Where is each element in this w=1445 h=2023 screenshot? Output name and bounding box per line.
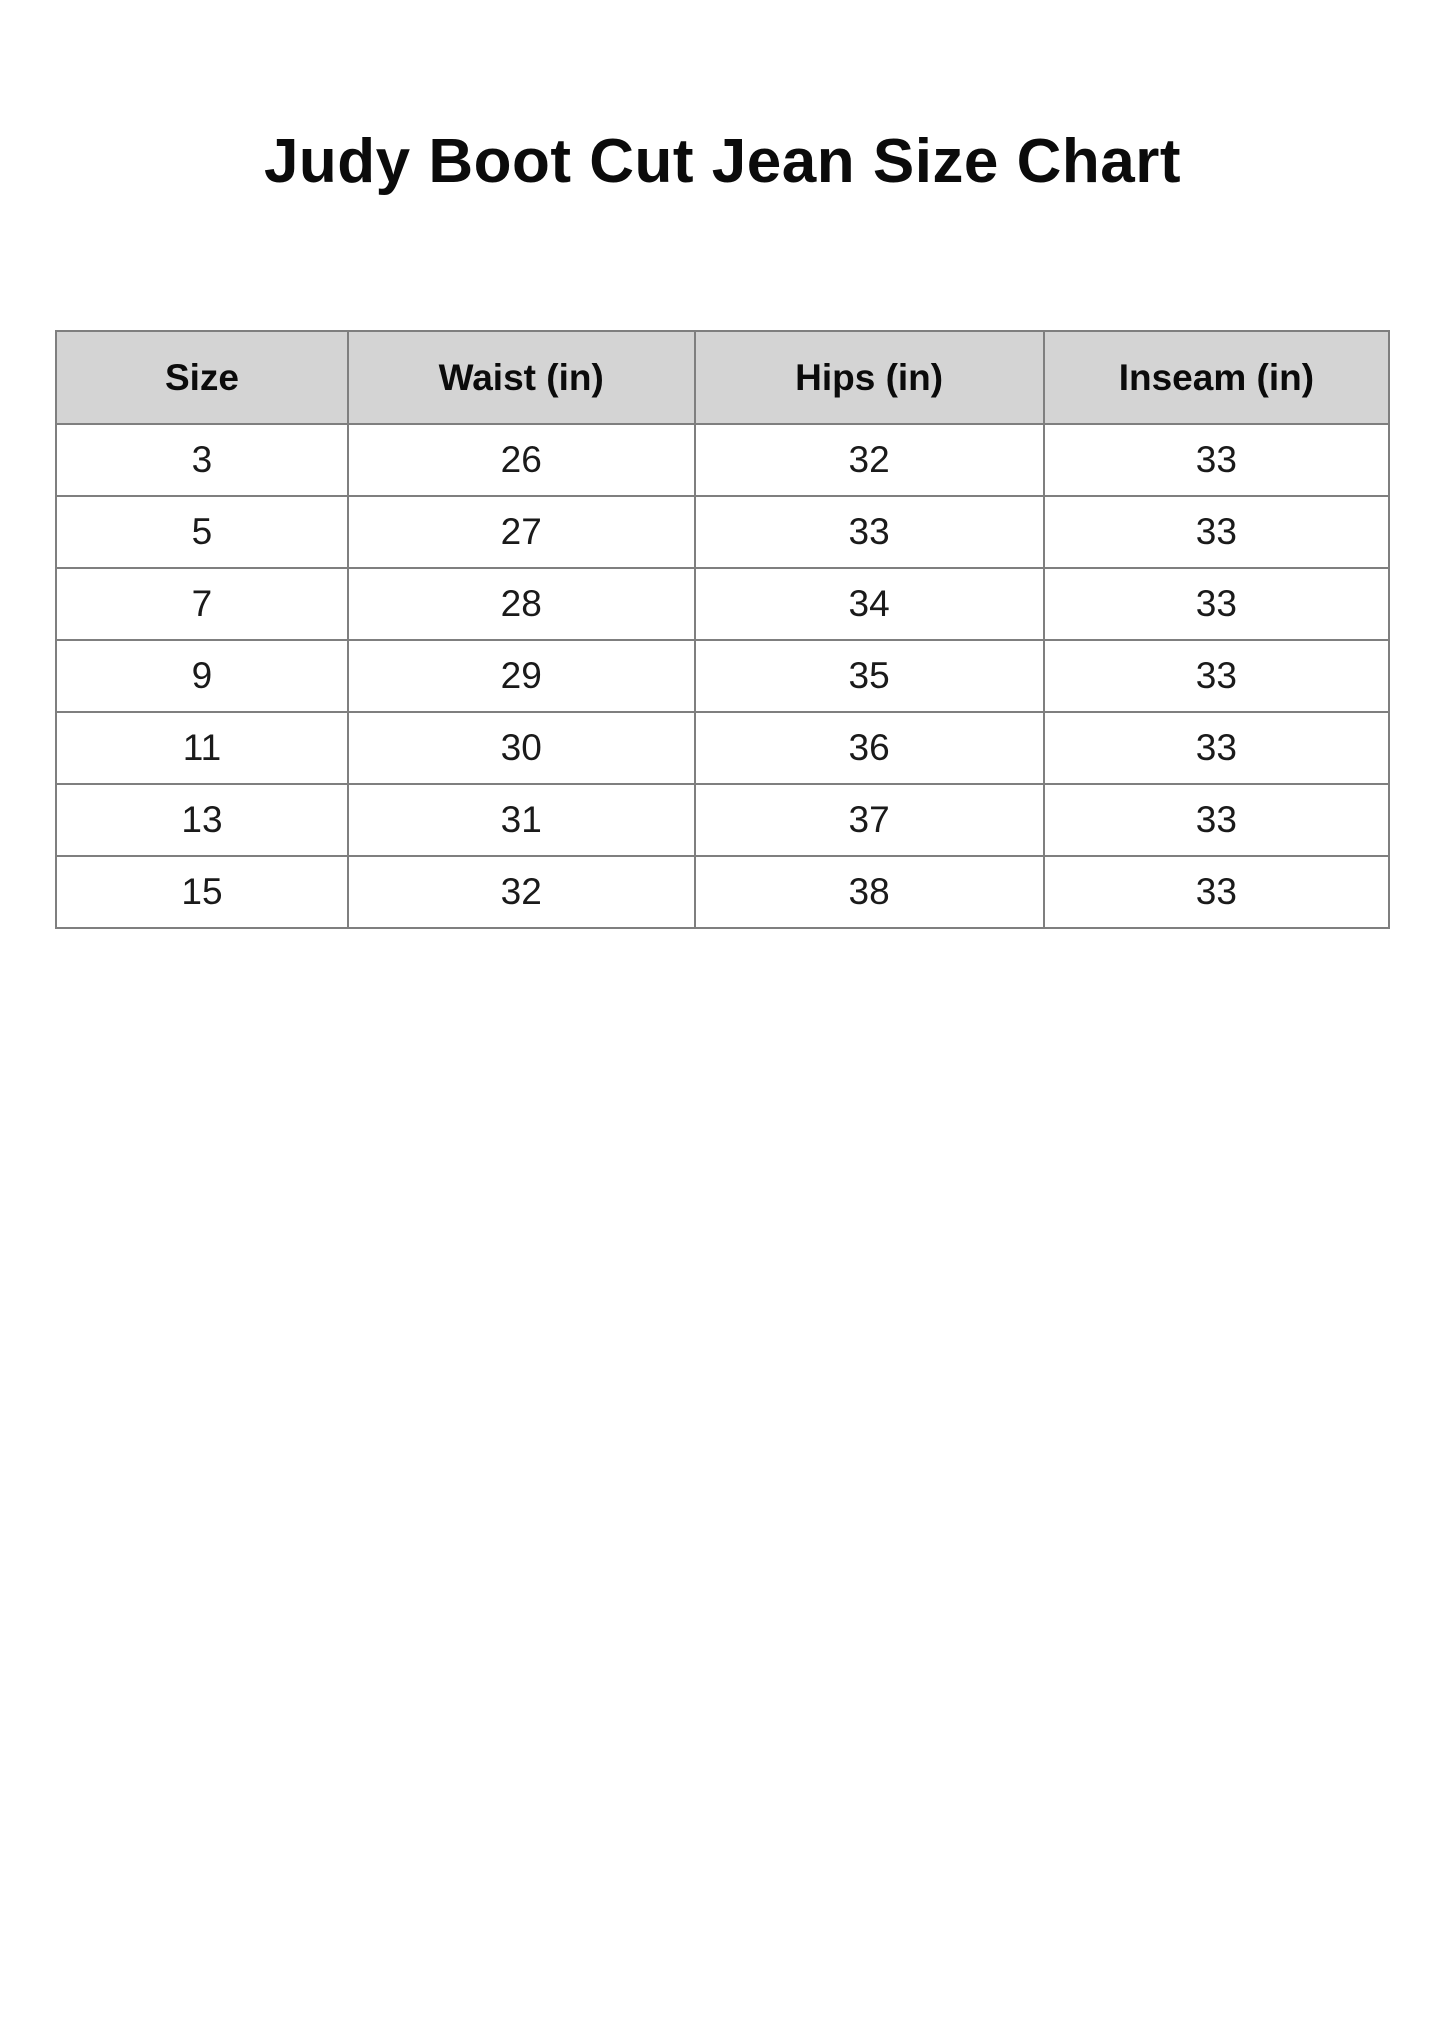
cell-waist: 28 (346, 567, 696, 641)
cell-size: 3 (55, 423, 349, 497)
table-row: 3 26 32 33 (55, 423, 1391, 497)
table-row: 11 30 36 33 (55, 711, 1391, 785)
page-title: Judy Boot Cut Jean Size Chart (263, 127, 1182, 196)
table-header-row: Size Waist (in) Hips (in) Inseam (in) (55, 330, 1391, 425)
cell-size: 15 (55, 855, 349, 929)
table-header: Size Waist (in) Hips (in) Inseam (in) (55, 330, 1391, 425)
column-header-inseam: Inseam (in) (1042, 330, 1391, 425)
cell-inseam: 33 (1042, 855, 1391, 929)
table-row: 9 29 35 33 (55, 639, 1391, 713)
cell-inseam: 33 (1042, 495, 1391, 569)
cell-waist: 31 (346, 783, 696, 857)
cell-size: 5 (55, 495, 349, 569)
table-row: 15 32 38 33 (55, 855, 1391, 929)
cell-waist: 26 (346, 423, 696, 497)
cell-size: 7 (55, 567, 349, 641)
cell-waist: 30 (346, 711, 696, 785)
cell-size: 13 (55, 783, 349, 857)
cell-inseam: 33 (1042, 783, 1391, 857)
cell-inseam: 33 (1042, 423, 1391, 497)
cell-waist: 27 (346, 495, 696, 569)
table-body: 3 26 32 33 5 27 33 33 7 28 34 33 9 29 35… (55, 423, 1391, 929)
cell-inseam: 33 (1042, 567, 1391, 641)
cell-hips: 37 (693, 783, 1045, 857)
cell-inseam: 33 (1042, 711, 1391, 785)
size-chart-table: Size Waist (in) Hips (in) Inseam (in) 3 … (55, 330, 1391, 929)
cell-hips: 38 (693, 855, 1045, 929)
column-header-hips: Hips (in) (693, 330, 1045, 425)
table-row: 7 28 34 33 (55, 567, 1391, 641)
cell-hips: 35 (693, 639, 1045, 713)
cell-hips: 34 (693, 567, 1045, 641)
table-row: 5 27 33 33 (55, 495, 1391, 569)
cell-waist: 29 (346, 639, 696, 713)
column-header-size: Size (55, 330, 349, 425)
column-header-waist: Waist (in) (346, 330, 696, 425)
cell-hips: 33 (693, 495, 1045, 569)
cell-hips: 32 (693, 423, 1045, 497)
table-row: 13 31 37 33 (55, 783, 1391, 857)
cell-waist: 32 (346, 855, 696, 929)
cell-size: 11 (55, 711, 349, 785)
cell-inseam: 33 (1042, 639, 1391, 713)
cell-size: 9 (55, 639, 349, 713)
cell-hips: 36 (693, 711, 1045, 785)
